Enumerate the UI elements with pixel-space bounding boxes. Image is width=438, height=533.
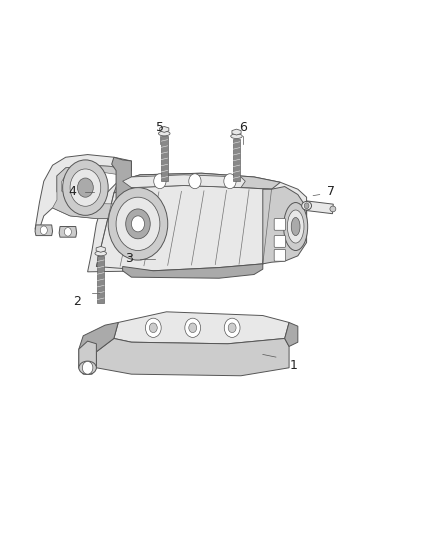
Circle shape (126, 209, 150, 239)
Polygon shape (232, 129, 241, 135)
Polygon shape (123, 175, 245, 188)
Polygon shape (161, 136, 168, 181)
Polygon shape (112, 157, 131, 219)
Text: 2: 2 (73, 295, 81, 308)
Circle shape (70, 169, 101, 206)
Polygon shape (263, 187, 307, 264)
Text: 6: 6 (239, 122, 247, 134)
Polygon shape (97, 256, 104, 303)
Polygon shape (114, 312, 289, 344)
Circle shape (82, 361, 93, 374)
Polygon shape (96, 338, 289, 376)
Circle shape (40, 226, 47, 235)
Circle shape (145, 318, 161, 337)
Ellipse shape (287, 210, 304, 243)
FancyBboxPatch shape (274, 219, 286, 230)
Circle shape (224, 318, 240, 337)
Circle shape (224, 174, 236, 189)
Text: 4: 4 (68, 185, 76, 198)
Circle shape (304, 203, 309, 208)
Polygon shape (79, 341, 96, 374)
Ellipse shape (231, 134, 242, 139)
Ellipse shape (159, 131, 170, 136)
Ellipse shape (95, 251, 106, 256)
Circle shape (63, 160, 108, 215)
Circle shape (108, 188, 168, 260)
Polygon shape (53, 165, 131, 219)
Circle shape (78, 178, 93, 197)
Circle shape (228, 323, 236, 333)
Circle shape (189, 174, 201, 189)
Polygon shape (160, 126, 169, 132)
Polygon shape (88, 173, 307, 272)
Polygon shape (306, 201, 333, 214)
Polygon shape (79, 322, 118, 373)
Text: 3: 3 (125, 252, 133, 265)
Polygon shape (123, 264, 263, 278)
Circle shape (189, 323, 197, 333)
Polygon shape (35, 155, 131, 229)
Polygon shape (233, 139, 240, 181)
Circle shape (185, 318, 201, 337)
Polygon shape (96, 185, 272, 271)
Circle shape (154, 174, 166, 189)
Polygon shape (285, 322, 298, 346)
Polygon shape (96, 246, 105, 252)
Circle shape (64, 228, 71, 236)
Ellipse shape (302, 201, 311, 210)
Ellipse shape (79, 361, 96, 374)
Text: 1: 1 (290, 359, 297, 372)
FancyBboxPatch shape (274, 249, 286, 261)
Ellipse shape (330, 206, 336, 212)
Polygon shape (59, 227, 77, 237)
Polygon shape (35, 225, 53, 236)
Ellipse shape (291, 217, 300, 236)
Ellipse shape (284, 203, 308, 251)
Text: 7: 7 (327, 185, 335, 198)
FancyBboxPatch shape (274, 236, 286, 247)
Text: 5: 5 (156, 122, 164, 134)
Circle shape (131, 216, 145, 232)
Circle shape (149, 323, 157, 333)
Circle shape (116, 197, 160, 251)
Polygon shape (114, 173, 280, 193)
